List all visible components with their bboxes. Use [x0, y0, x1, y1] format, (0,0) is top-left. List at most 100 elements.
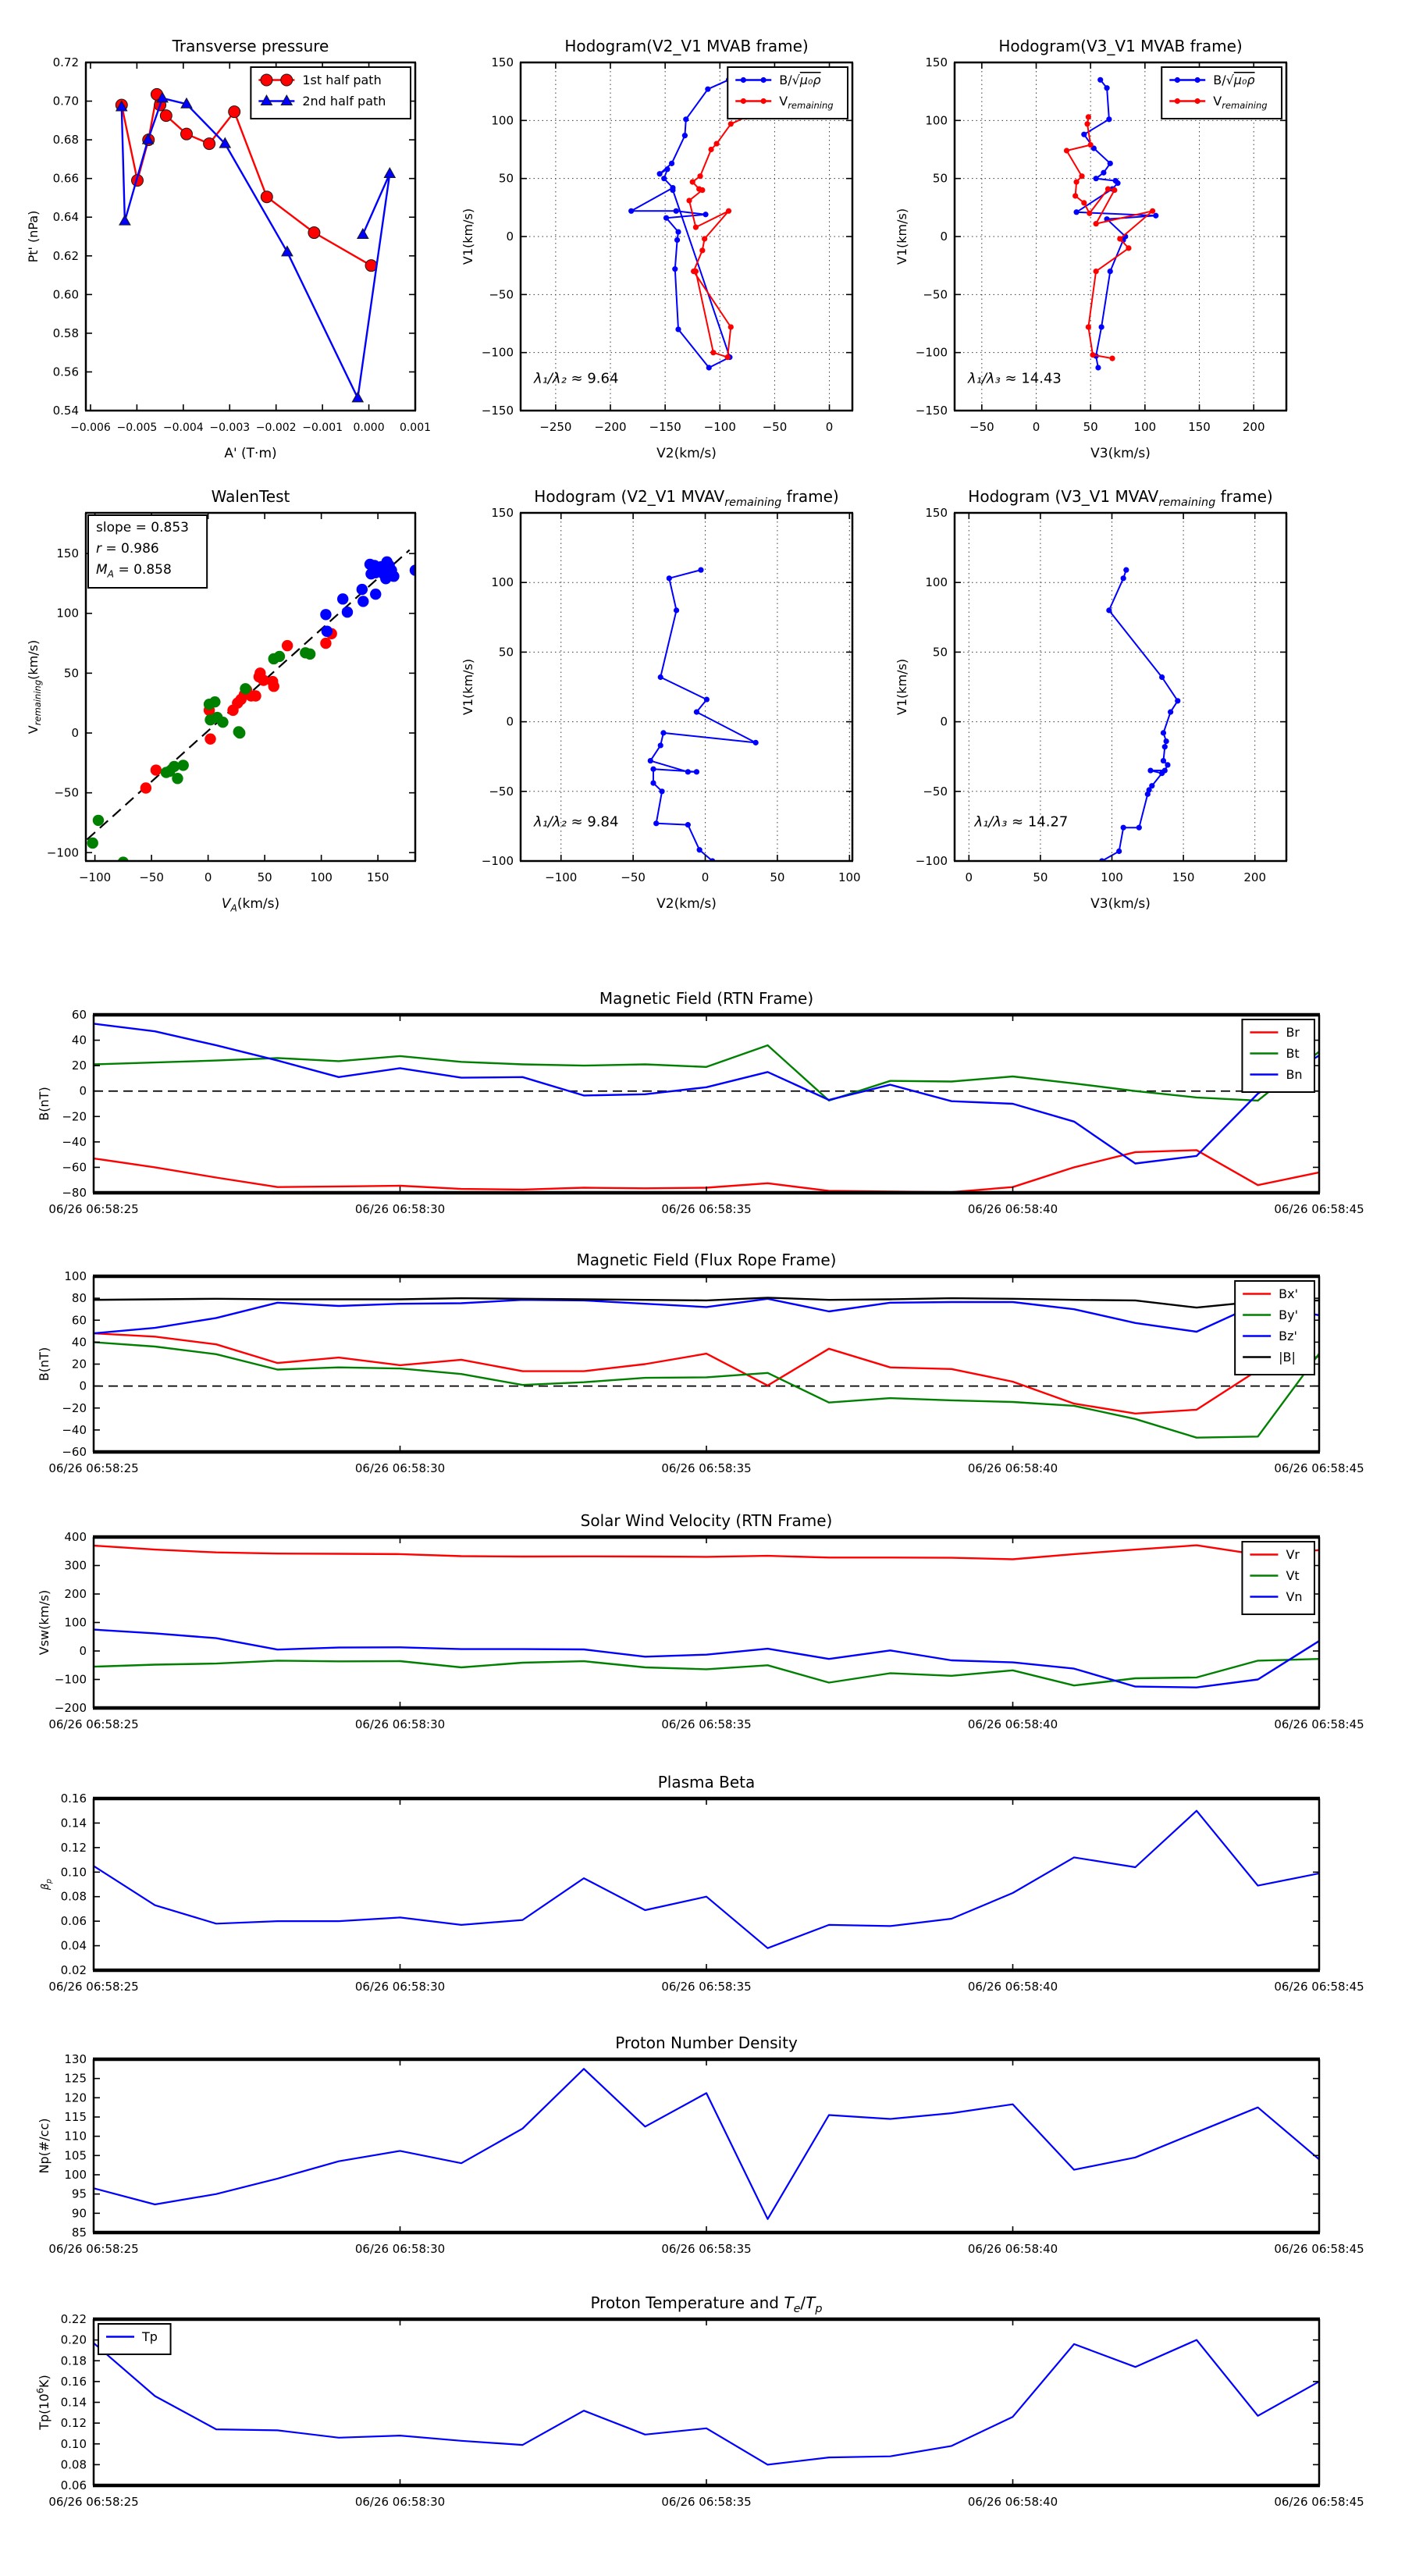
series-bn	[94, 1023, 1319, 1165]
x-tick-label: 100	[310, 870, 333, 884]
x-tick-label: 06/26 06:58:35	[661, 2242, 751, 2256]
y-tick-label: 50	[499, 645, 514, 659]
y-tick-label: 20	[72, 1059, 87, 1073]
x-tick-label: −0.006	[70, 422, 111, 434]
y-tick-label: 0.12	[61, 1841, 87, 1855]
legend-label: Bt	[1286, 1046, 1299, 1061]
x-tick-label: 06/26 06:58:25	[48, 1717, 138, 1731]
y-tick-label: 0.08	[61, 2457, 87, 2471]
y-tick-label: 0.18	[61, 2354, 87, 2368]
series-vn	[94, 1628, 1319, 1688]
y-tick-label: −150	[916, 404, 948, 418]
y-tick-label: 0.54	[53, 404, 79, 418]
y-tick-label: −100	[482, 854, 514, 868]
y-tick-label: 0.16	[61, 1791, 87, 1806]
y-axis-label: Vremaining(km/s)	[26, 640, 43, 734]
x-tick-label: 50	[1083, 420, 1098, 434]
chart-hodogram-v3v1-mvab: −50 0 50 100 150 200 −150 −100 −50 0 50 100 150 Hodog…	[895, 37, 1288, 461]
legend-label: Br	[1286, 1025, 1300, 1040]
x-tick-label: −0.003	[209, 422, 250, 434]
legend-label: Tp	[141, 2329, 158, 2344]
x-tick-label: 06/26 06:58:45	[1274, 1461, 1364, 1475]
y-tick-label: 110	[64, 2129, 87, 2144]
series-group	[115, 87, 397, 403]
legend-label: Bx'	[1279, 1286, 1298, 1301]
x-tick-label: 0.001	[400, 422, 431, 434]
series-vt	[94, 1658, 1319, 1687]
x-tick-label: 06/26 06:58:45	[1274, 1202, 1364, 1216]
series-np	[94, 2068, 1319, 2220]
chart-title: Hodogram (V2_V1 MVAVremaining frame)	[534, 487, 838, 509]
y-tick-label: 60	[72, 1008, 87, 1022]
x-tick-label: 06/26 06:58:30	[355, 1980, 445, 1994]
y-tick-label: 130	[64, 2052, 87, 2066]
chart-title: WalenTest	[212, 487, 290, 506]
x-tick-label: 06/26 06:58:35	[661, 1980, 751, 1994]
series-bt	[94, 1044, 1319, 1102]
legend-label: 1st half path	[302, 73, 381, 87]
y-tick-label: 0.62	[53, 249, 79, 263]
y-tick-label: 115	[64, 2110, 87, 2124]
y-tick-label: 50	[933, 172, 948, 186]
legend: Vr Vt Vn	[1241, 1541, 1315, 1615]
x-tick-label: 150	[1172, 870, 1195, 884]
x-tick-label: 06/26 06:58:35	[661, 1202, 751, 1216]
y-tick-label: 300	[64, 1559, 87, 1573]
x-axis-label: V3(km/s)	[1090, 446, 1151, 461]
stats-box	[87, 514, 208, 589]
chart-b-rtn: 06/26 06:58:25 06/26 06:58:30 06/26 06:58:…	[37, 989, 1364, 1216]
legend-label: Vremaining	[1213, 94, 1267, 111]
y-axis-label: Np(#/cc)	[37, 2119, 52, 2174]
y-axis-label: V1(km/s)	[895, 208, 909, 265]
x-tick-label: 06/26 06:58:40	[968, 1980, 1058, 1994]
ticks: −50 0 50 100 150 200 −150 −100 −50 0 50 100 150	[916, 55, 1286, 434]
y-tick-label: 0.02	[61, 1963, 87, 1977]
x-tick-label: −0.002	[256, 422, 297, 434]
chart-title: Transverse pressure	[172, 37, 329, 55]
y-tick-label: 0.12	[61, 2416, 87, 2430]
x-tick-label: −150	[649, 420, 681, 434]
annotation: λ₁/λ₃ ≈ 14.27	[974, 813, 1069, 830]
series-br	[94, 1149, 1319, 1193]
series-by-	[94, 1341, 1319, 1439]
series--b-	[94, 1297, 1319, 1309]
x-axis-label: V3(km/s)	[1090, 896, 1151, 912]
x-axis-label: V2(km/s)	[656, 446, 717, 461]
y-tick-label: 100	[56, 607, 79, 621]
ticks: −0.006 −0.005 −0.004 −0.003 −0.002 −0.001 0.00…	[53, 55, 431, 434]
y-tick-label: 50	[499, 172, 514, 186]
grid	[521, 512, 852, 862]
x-tick-label: 06/26 06:58:45	[1274, 1717, 1364, 1731]
legend-label: B/√μ₀ρ	[779, 73, 820, 87]
y-tick-label: 40	[72, 1335, 87, 1349]
x-tick-label: 150	[367, 870, 389, 884]
ticks: 06/26 06:58:25 06/26 06:58:30 06/26 06:58:…	[48, 1008, 1364, 1216]
series-group	[647, 567, 759, 861]
y-tick-label: −40	[62, 1135, 87, 1149]
y-tick-label: −20	[62, 1109, 87, 1123]
x-tick-label: 06/26 06:58:40	[968, 2242, 1058, 2256]
y-tick-label: 0.68	[53, 133, 79, 147]
y-tick-label: −50	[489, 785, 514, 799]
x-tick-label: 06/26 06:58:30	[355, 1202, 445, 1216]
legend: B/√μ₀ρ Vremaining	[1161, 66, 1282, 119]
x-tick-label: 100	[1101, 870, 1123, 884]
y-tick-label: 0	[79, 1379, 87, 1393]
y-tick-label: 0	[79, 1644, 87, 1658]
legend-label: Vn	[1286, 1589, 1302, 1604]
series-v-remaining	[1063, 114, 1156, 361]
chart-title: Proton Temperature and Te/Tp	[590, 2293, 822, 2315]
legend-label: Vremaining	[779, 94, 833, 111]
x-tick-label: −100	[545, 870, 577, 884]
x-tick-label: −50	[969, 420, 994, 434]
y-tick-label: 50	[933, 645, 948, 659]
y-tick-label: 0.10	[61, 2437, 87, 2451]
ticks: 06/26 06:58:25 06/26 06:58:30 06/26 06:58:…	[48, 1791, 1364, 1994]
x-tick-label: −50	[621, 870, 646, 884]
y-tick-label: −100	[47, 845, 79, 859]
y-tick-label: 150	[491, 506, 514, 520]
chart-hodogram-v3v1-mvav: 0 50 100 150 200 −100 −50 0 50 100 150 Hodogram (V3…	[895, 487, 1288, 912]
x-tick-label: 06/26 06:58:35	[661, 1461, 751, 1475]
y-tick-label: 400	[64, 1530, 87, 1544]
y-axis-label: Tp(106K)	[35, 2375, 52, 2431]
